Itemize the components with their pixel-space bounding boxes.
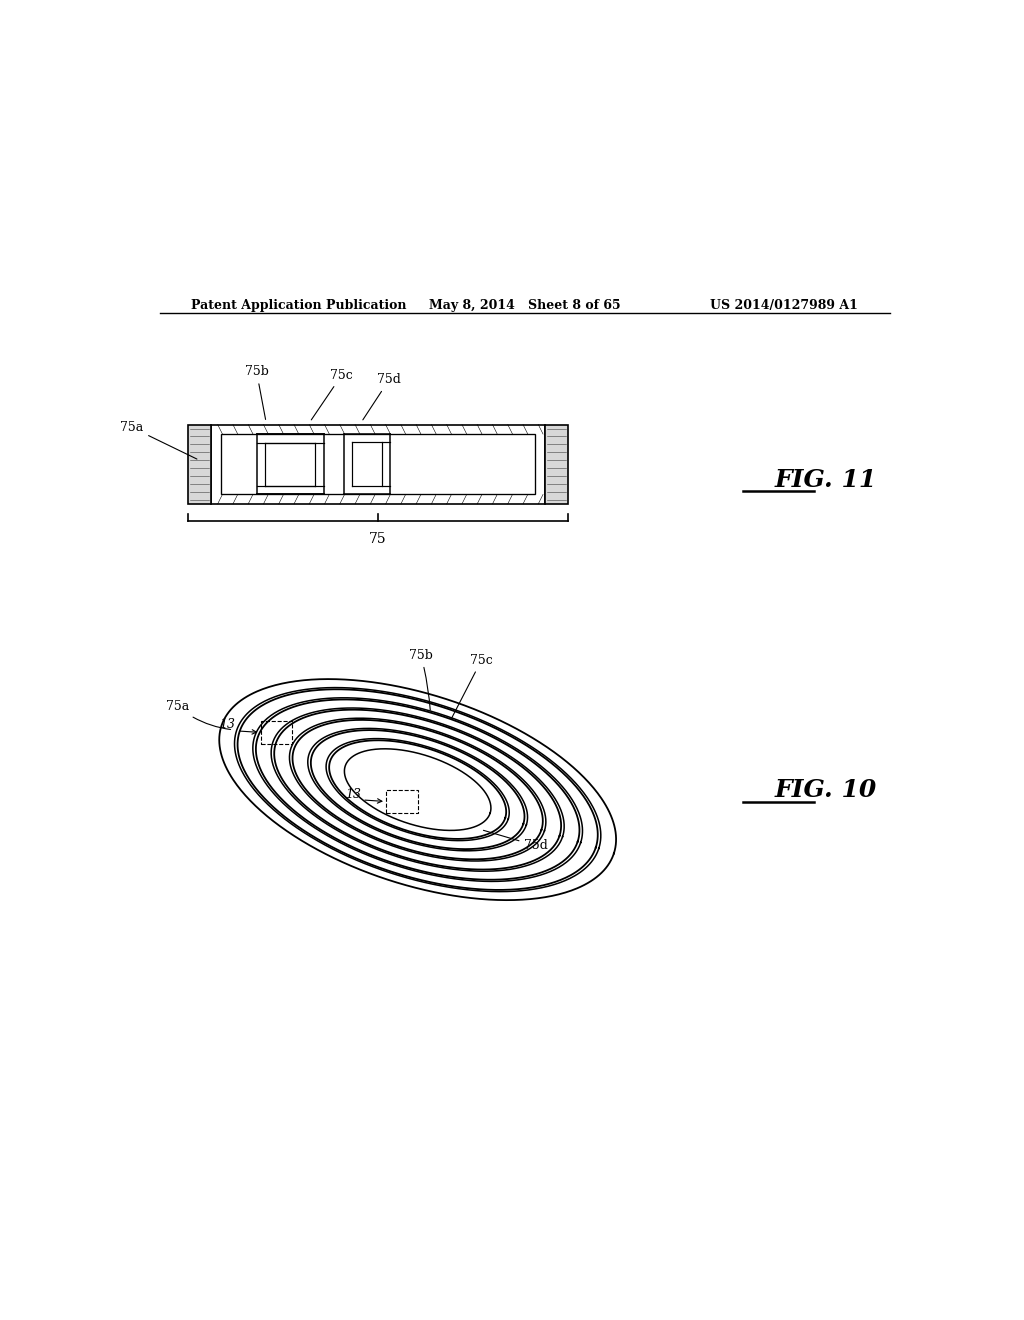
Text: 13: 13 bbox=[345, 788, 360, 800]
Text: May 8, 2014   Sheet 8 of 65: May 8, 2014 Sheet 8 of 65 bbox=[429, 300, 621, 312]
Text: 75d: 75d bbox=[362, 374, 401, 420]
Text: FIG. 10: FIG. 10 bbox=[775, 777, 877, 801]
Bar bbox=[187, 425, 211, 504]
Text: 75c: 75c bbox=[452, 653, 493, 718]
Bar bbox=[211, 425, 545, 504]
Text: Patent Application Publication: Patent Application Publication bbox=[191, 300, 407, 312]
Bar bbox=[386, 791, 418, 813]
Text: 75a: 75a bbox=[120, 421, 197, 459]
Text: 13: 13 bbox=[219, 718, 236, 731]
Text: 75b: 75b bbox=[409, 649, 433, 710]
Text: 75d: 75d bbox=[483, 830, 548, 853]
Bar bbox=[221, 434, 536, 495]
Text: FIG. 11: FIG. 11 bbox=[775, 469, 877, 492]
Text: 75: 75 bbox=[370, 532, 387, 545]
Bar bbox=[260, 721, 292, 743]
Text: US 2014/0127989 A1: US 2014/0127989 A1 bbox=[711, 300, 858, 312]
Text: 75b: 75b bbox=[245, 366, 268, 420]
Bar bbox=[545, 425, 568, 504]
Text: 75a: 75a bbox=[166, 700, 230, 730]
Text: 75c: 75c bbox=[311, 368, 353, 420]
